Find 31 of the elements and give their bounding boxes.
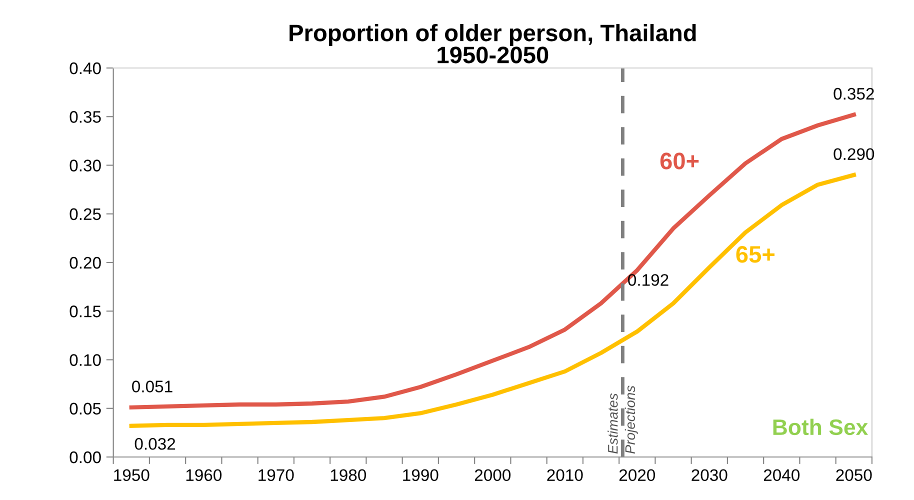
x-tick-label: 2040: [764, 469, 800, 482]
annotation: 0.051: [132, 380, 172, 392]
x-tick-label: 1950: [114, 469, 150, 482]
annotation: Projections: [624, 386, 638, 454]
y-tick-label: 0.05: [70, 402, 101, 415]
ref-line-label: Estimates: [608, 393, 618, 454]
annotation: 0.032: [134, 438, 176, 450]
y-tick-label: 0.30: [70, 160, 101, 172]
y-tick-label: 0.15: [70, 306, 101, 318]
series-label: 60+: [660, 152, 699, 170]
chart-title: Proportion of older person, Thailand 1950-2050: [290, 24, 696, 64]
x-tick-label: 1970: [258, 469, 294, 482]
annotation: 0.192: [628, 274, 668, 286]
y-tick-label: 0.35: [70, 111, 101, 123]
x-tick-label: 2000: [474, 469, 511, 482]
annotation: 0.352: [834, 88, 874, 100]
series-label: 65+: [736, 246, 774, 263]
x-tick-label: 2050: [836, 469, 872, 482]
annotation: 0.290: [834, 148, 874, 160]
x-tick-label: 1990: [403, 469, 438, 482]
x-tick-label: 2010: [547, 469, 583, 482]
annotation: Both Sex: [773, 418, 868, 436]
x-tick-label: 2030: [692, 469, 728, 482]
y-tick-label: 0.20: [70, 256, 101, 269]
y-tick-label: 0.25: [70, 208, 101, 220]
y-tick-label: 0.10: [70, 354, 101, 366]
x-tick-label: 1960: [186, 469, 222, 482]
x-tick-label: 2020: [619, 469, 656, 482]
y-tick-label: 0.40: [70, 62, 101, 74]
x-tick-label: 1980: [330, 469, 366, 482]
y-tick-label: 0.00: [70, 451, 101, 464]
